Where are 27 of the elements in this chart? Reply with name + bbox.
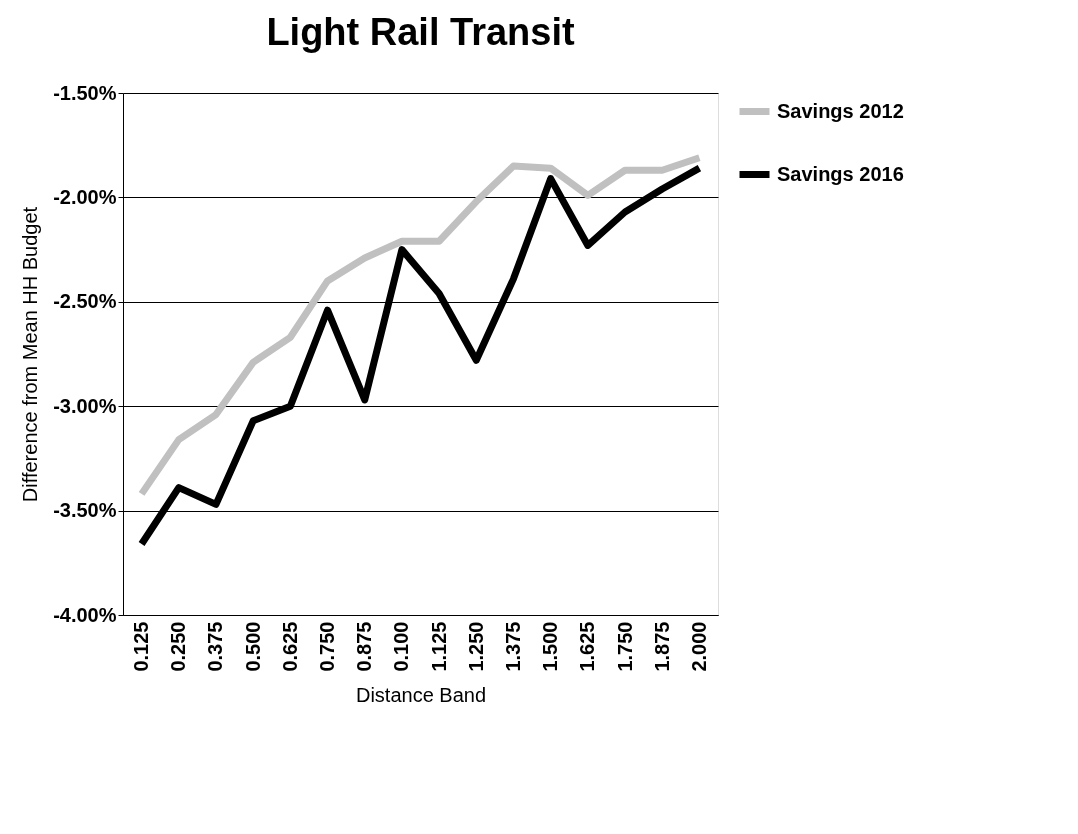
x-tick-label: 1.250 — [464, 621, 487, 672]
x-tick-label: 2.000 — [687, 621, 710, 672]
x-tick-label: 1.750 — [613, 621, 636, 672]
x-tick-label: 0.750 — [316, 621, 339, 672]
x-tick-label: 0.625 — [278, 621, 301, 672]
y-tick-label: -3.50% — [53, 499, 117, 522]
legend-label: Savings 2016 — [777, 162, 904, 185]
x-axis-title: Distance Band — [355, 683, 487, 706]
x-tick-label: 1.500 — [539, 621, 562, 672]
chart-title: Light Rail Transit — [266, 11, 575, 53]
y-tick-label: -1.50% — [53, 81, 117, 104]
legend-label: Savings 2012 — [777, 99, 904, 122]
x-tick-label: 1.875 — [650, 621, 673, 672]
y-tick-label: -2.50% — [53, 290, 117, 313]
x-tick-label: 1.375 — [501, 621, 524, 672]
y-axis-title: Difference from Mean HH Budget — [19, 206, 42, 503]
y-tick-label: -2.00% — [53, 185, 117, 208]
x-tick-label: 0.250 — [167, 621, 190, 672]
x-tick-label: 0.875 — [353, 621, 376, 672]
x-tick-label: 0.100 — [390, 621, 413, 672]
x-tick-label: 0.500 — [241, 621, 264, 672]
y-tick-label: -3.00% — [53, 394, 117, 417]
x-tick-label: 1.625 — [576, 621, 599, 672]
x-tick-label: 1.125 — [427, 621, 450, 672]
y-tick-label: -4.00% — [53, 603, 117, 626]
x-tick-label: 0.375 — [204, 621, 227, 672]
x-tick-label: 0.125 — [130, 621, 153, 672]
